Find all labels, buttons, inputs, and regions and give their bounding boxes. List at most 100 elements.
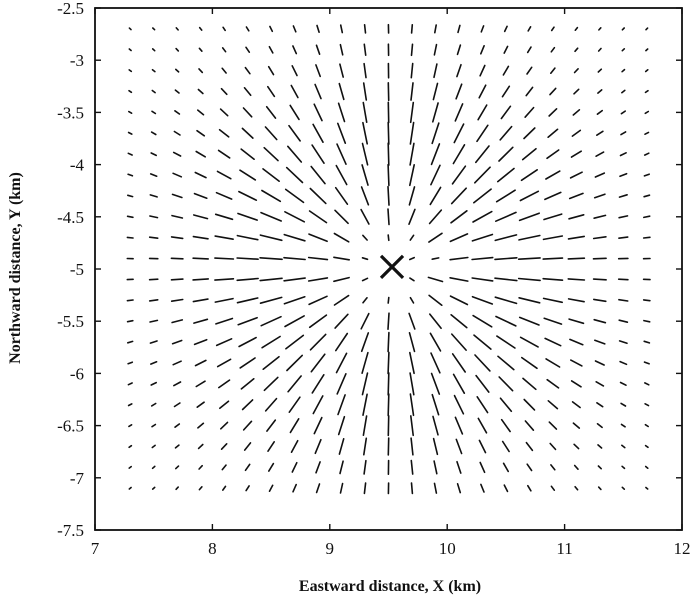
vector-segment — [283, 277, 306, 282]
vector-segment — [409, 415, 415, 437]
vector-segment — [127, 152, 133, 156]
vector-segment — [428, 209, 443, 225]
vector-segment — [430, 164, 441, 186]
vector-segment — [643, 361, 650, 365]
vector-segment — [518, 212, 541, 222]
vector-segment — [618, 298, 629, 302]
vector-segment — [449, 233, 469, 243]
vector-segment — [334, 186, 349, 205]
vector-segment — [333, 256, 351, 261]
vector-segment — [449, 256, 469, 261]
vector-segment — [620, 402, 627, 407]
vector-segment — [478, 439, 487, 454]
vector-segment — [475, 374, 490, 393]
vector-segment — [644, 89, 649, 94]
vector-segment — [597, 486, 602, 491]
vector-segment — [449, 276, 469, 282]
vector-segment — [409, 142, 415, 166]
y-tick-label: -2.5 — [57, 0, 84, 18]
vector-segment — [333, 276, 350, 283]
vector-segment — [363, 62, 367, 79]
vector-segment — [151, 444, 156, 449]
vector-segment — [453, 123, 465, 144]
vector-segment — [495, 189, 516, 203]
vector-segment — [260, 315, 282, 327]
vector-segment — [568, 192, 584, 200]
vector-segment — [494, 234, 518, 242]
vector-segment — [175, 465, 180, 470]
vector-segment — [433, 460, 438, 475]
vector-segment — [240, 148, 255, 160]
vector-segment — [220, 87, 228, 96]
vector-segment — [519, 336, 539, 348]
vector-segment — [526, 46, 532, 54]
vector-segment — [596, 401, 604, 408]
vector-segment — [449, 295, 469, 306]
vector-segment — [315, 483, 321, 494]
vector-segment — [148, 278, 159, 281]
vector-segment — [267, 65, 275, 76]
vector-segment — [214, 257, 235, 260]
vector-segment — [644, 423, 650, 428]
vector-segment — [264, 126, 278, 141]
vector-segment — [262, 355, 280, 371]
vector-segment — [128, 27, 132, 31]
vector-segment — [361, 256, 369, 261]
vector-segment — [150, 152, 157, 157]
vector-segment — [644, 110, 650, 115]
vector-segment — [432, 82, 439, 101]
vector-segment — [472, 314, 493, 328]
vector-segment — [149, 215, 159, 219]
vector-segment — [192, 278, 209, 281]
vector-segment — [286, 354, 304, 372]
vector-segment — [259, 296, 283, 305]
vector-segment — [222, 485, 227, 491]
vector-segment — [221, 67, 227, 74]
vector-segment — [520, 169, 539, 182]
vector-segment — [454, 416, 464, 435]
vector-segment — [494, 277, 518, 282]
vector-segment — [542, 257, 564, 260]
vector-segment — [409, 121, 415, 145]
vector-segment — [546, 378, 560, 389]
vector-segment — [215, 317, 234, 325]
x-tick-labels: 7 8 9 10 11 12 — [91, 539, 691, 558]
vector-segment — [524, 420, 535, 432]
vector-segment — [290, 439, 299, 454]
vector-segment — [333, 232, 350, 243]
x-tick-label: 9 — [326, 539, 335, 558]
vector-segment — [238, 190, 258, 201]
vector-segment — [311, 373, 325, 394]
vector-segment — [292, 45, 298, 55]
vector-segment — [387, 351, 390, 375]
vector-segment — [151, 486, 156, 490]
vector-segment — [569, 338, 584, 346]
vector-segment — [524, 106, 535, 118]
vector-segment — [126, 319, 134, 323]
vector-segment — [433, 482, 438, 494]
vector-segment — [171, 193, 183, 199]
vector-segment — [644, 465, 649, 470]
vector-segment — [549, 87, 557, 96]
vector-segment — [245, 46, 251, 54]
vector-segment — [620, 444, 626, 449]
vector-segment — [546, 149, 560, 160]
vector-segment — [642, 236, 651, 239]
y-tick-label: -4 — [70, 156, 85, 175]
vector-segment — [495, 315, 517, 327]
vector-segment — [339, 63, 345, 78]
vector-segment — [196, 129, 206, 137]
vector-segment — [220, 442, 228, 451]
vector-segment — [497, 355, 515, 371]
vector-segment — [479, 44, 485, 55]
vector-segment — [307, 277, 329, 282]
vector-segment — [311, 144, 325, 164]
vector-segment — [618, 194, 628, 198]
vector-segment — [128, 89, 133, 94]
vector-segment — [643, 382, 650, 386]
vector-segment — [308, 314, 328, 329]
vector-segment — [428, 294, 443, 307]
vector-segment — [621, 486, 626, 491]
vector-segment — [192, 298, 209, 303]
vector-segment — [195, 380, 206, 388]
